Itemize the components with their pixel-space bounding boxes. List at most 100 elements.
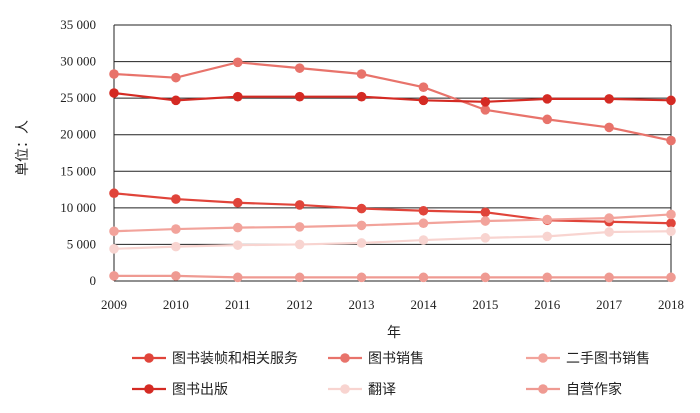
data-point [604, 213, 614, 223]
x-tick-label: 2018 [658, 297, 684, 312]
data-point [109, 188, 119, 199]
data-point [480, 272, 491, 283]
x-tick-label: 2010 [163, 297, 189, 312]
legend-swatch-marker [144, 384, 154, 394]
legend-label: 自营作家 [566, 381, 622, 398]
data-point [232, 240, 243, 250]
data-point [171, 224, 181, 234]
legend-swatch-marker [538, 353, 548, 363]
series [109, 271, 676, 283]
data-point [542, 214, 553, 225]
data-point [418, 218, 429, 229]
data-point [418, 272, 429, 283]
data-point [232, 57, 243, 68]
data-point [604, 227, 614, 237]
y-tick-label: 0 [90, 273, 97, 288]
legend-swatch-marker [144, 353, 154, 363]
data-point [171, 241, 181, 252]
data-point [294, 63, 305, 73]
y-axis-ticks: 0 5 000 10 000 15 000 20 000 25 000 30 000 35 0… [60, 17, 96, 288]
data-point [418, 205, 429, 216]
data-point [542, 231, 553, 242]
data-point [480, 97, 491, 107]
x-tick-label: 2012 [287, 297, 313, 312]
x-tick-label: 2009 [101, 297, 127, 312]
data-point [294, 239, 305, 250]
data-point [666, 272, 676, 283]
series-line [113, 61, 672, 142]
data-point [666, 135, 676, 146]
data-point [666, 226, 676, 237]
data-point [666, 95, 676, 106]
legend-item: 自营作家 [526, 381, 622, 398]
data-point [542, 94, 553, 104]
legend-item: 图书装帧和相关服务 [132, 351, 298, 367]
y-axis-title: 单位：人 [15, 120, 31, 176]
data-point [418, 95, 429, 106]
data-point [294, 222, 305, 232]
x-tick-label: 2013 [349, 297, 375, 312]
legend-swatch-marker [340, 353, 350, 363]
data-point [294, 91, 305, 102]
data-point [480, 216, 491, 226]
data-point [109, 271, 119, 281]
data-point [109, 88, 119, 98]
data-point [171, 271, 181, 281]
data-point [356, 91, 367, 102]
data-point [356, 238, 367, 248]
series [109, 209, 676, 237]
series-line [113, 230, 672, 250]
data-point [232, 91, 243, 102]
data-point [109, 226, 119, 237]
data-point [294, 200, 305, 210]
series-line [114, 274, 671, 279]
data-point [542, 272, 553, 283]
data-point [418, 82, 429, 92]
legend-item: 二手图书销售 [526, 351, 650, 367]
series-line [113, 213, 672, 233]
y-tick-label: 10 000 [60, 200, 96, 215]
legend-swatch-marker [340, 384, 350, 394]
data-point [480, 207, 491, 218]
data-point [666, 209, 676, 220]
y-tick-label: 25 000 [60, 90, 96, 105]
legend-label: 二手图书销售 [566, 351, 650, 367]
x-tick-label: 2014 [410, 297, 437, 312]
data-point [232, 197, 243, 208]
y-tick-label: 20 000 [60, 127, 96, 142]
legend-item: 图书销售 [328, 351, 424, 367]
legend-label: 图书装帧和相关服务 [172, 351, 298, 367]
y-tick-label: 5 000 [67, 236, 96, 251]
x-tick-label: 2011 [225, 297, 251, 312]
data-point [666, 218, 676, 229]
data-point [418, 235, 429, 245]
data-point [356, 203, 367, 214]
legend-swatch-marker [538, 384, 548, 394]
y-tick-label: 15 000 [60, 163, 96, 178]
x-axis-title: 年 [387, 325, 401, 341]
series [109, 57, 676, 146]
data-point [480, 233, 491, 243]
data-point [232, 272, 243, 283]
data-point [109, 244, 119, 254]
data-point [356, 272, 367, 283]
series-line [113, 91, 672, 103]
y-tick-label: 30 000 [60, 54, 96, 69]
x-tick-label: 2016 [534, 297, 561, 312]
legend-item: 翻译 [328, 382, 396, 398]
legend-label: 图书销售 [368, 351, 424, 367]
legend-item: 图书出版 [132, 382, 228, 398]
x-axis-ticks: 2009 2010 2011 2012 2013 2014 2015 2016 2017 2018 [101, 297, 684, 312]
data-point [171, 95, 181, 106]
data-point [171, 72, 181, 83]
data-point [542, 114, 553, 125]
x-tick-label: 2015 [472, 297, 498, 312]
series-line [113, 192, 672, 225]
data-point [232, 222, 243, 233]
series [109, 88, 676, 107]
x-tick-label: 2017 [596, 297, 623, 312]
legend-label: 翻译 [368, 382, 396, 398]
y-tick-label: 35 000 [60, 17, 96, 32]
